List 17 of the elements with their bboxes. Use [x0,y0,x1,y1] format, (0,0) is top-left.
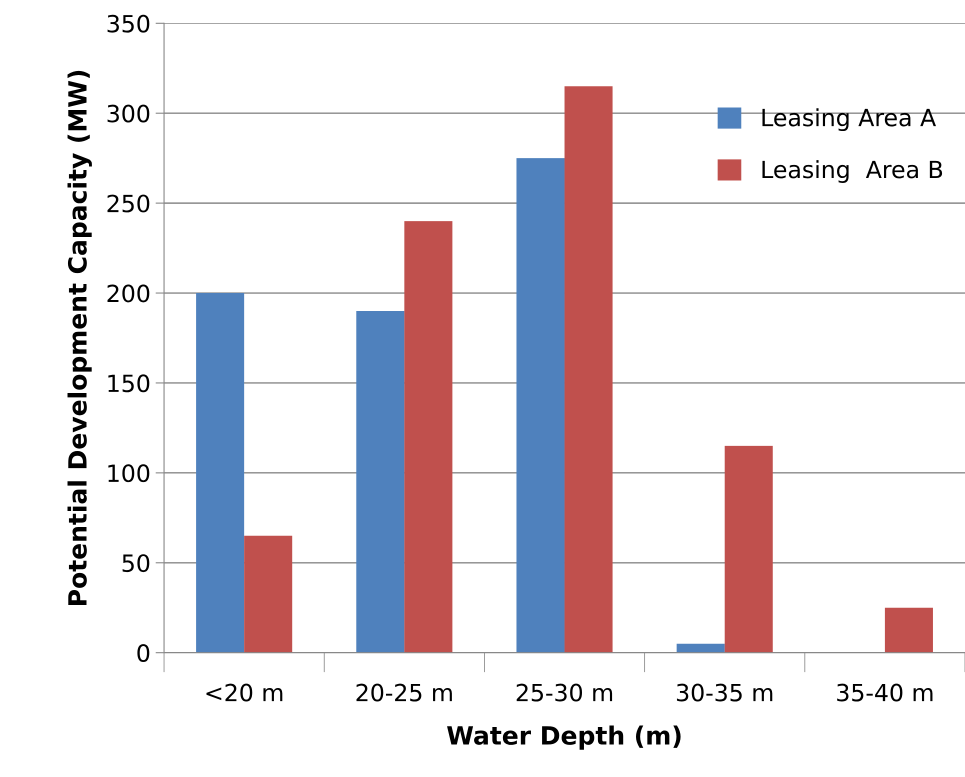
y-tick-label: 200 [108,284,150,302]
x-tick-label: 35-40 m [837,684,932,702]
y-tick-label: 0 [137,644,150,662]
x-tick-label: 30-35 m [676,684,772,702]
legend-label: Leasing Area B [762,160,942,183]
y-tick-label: 150 [108,374,150,392]
y-tick-label: 250 [108,194,150,212]
x-tick-label: 25-30 m [516,684,612,702]
y-axis-title: Potential Development Capacity (MW) [68,70,92,605]
legend-label: Leasing Area A [762,108,936,132]
x-tick-label: 20-25 m [356,684,452,702]
y-tick-label: 350 [108,14,150,33]
x-tick-label: <20 m [206,684,282,702]
x-axis-title: Water Depth (m) [447,726,681,750]
y-tick-label: 50 [122,554,150,572]
y-tick-label: 100 [108,464,150,482]
y-tick-label: 300 [108,104,150,123]
